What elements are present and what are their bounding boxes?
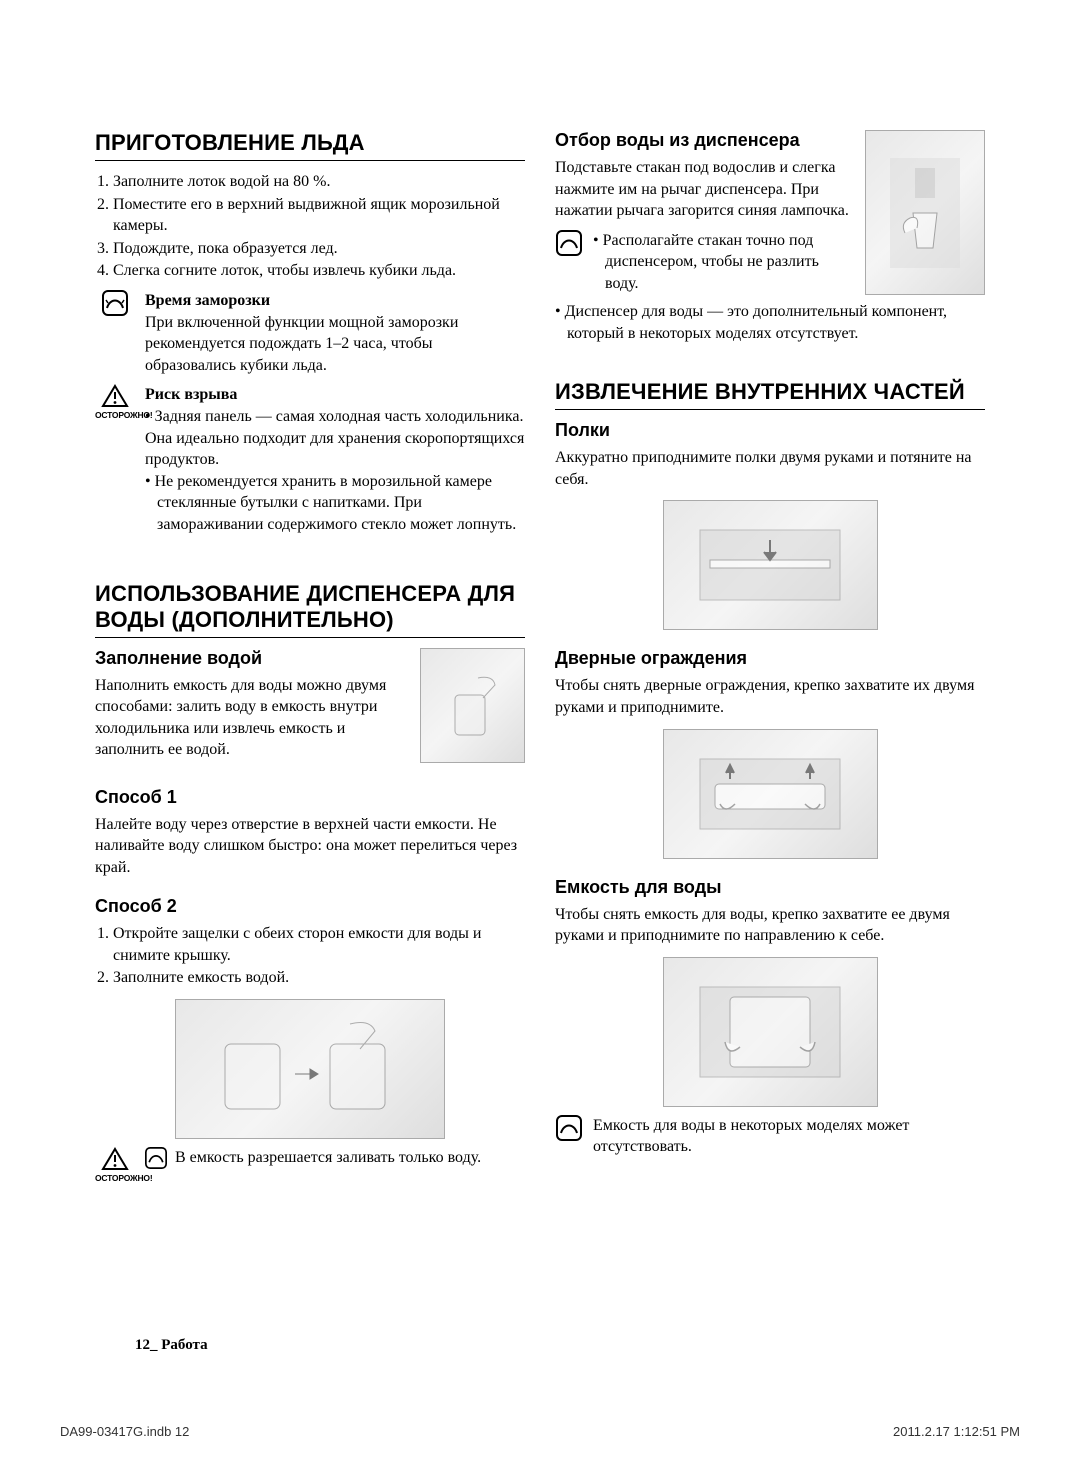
left-column: ПРИГОТОВЛЕНИЕ ЛЬДА Заполните лоток водой…	[95, 130, 525, 1183]
callout-body: В емкость разрешается заливать только во…	[145, 1147, 525, 1169]
callout-water-only: ОСТОРОЖНО! В емкость разрешается заливат…	[95, 1147, 525, 1183]
list-item: Подождите, пока образуется лед.	[113, 238, 525, 260]
divider	[555, 409, 985, 410]
callout-body: Риск взрыва Задняя панель — самая холодн…	[145, 384, 525, 535]
list-item: Поместите его в верхний выдвижной ящик м…	[113, 194, 525, 237]
note-icon	[95, 290, 135, 318]
list-item: Откройте защелки с обеих сторон емкости …	[113, 923, 525, 966]
illustration-door-guards	[663, 729, 878, 859]
warning-icon: ОСТОРОЖНО!	[95, 384, 135, 420]
callout-tank-optional: Емкость для воды в некоторых моделях мож…	[555, 1115, 985, 1158]
bullet: Не рекомендуется хранить в морозильной к…	[145, 471, 525, 536]
warning-label: ОСТОРОЖНО!	[95, 410, 135, 420]
heading-removal: ИЗВЛЕЧЕНИЕ ВНУТРЕННИХ ЧАСТЕЙ	[555, 379, 985, 405]
illustration-dispenser-cup	[865, 130, 985, 295]
warning-label: ОСТОРОЖНО!	[95, 1173, 135, 1183]
note-icon	[555, 230, 583, 258]
divider	[95, 160, 525, 161]
callout-heading: Риск взрыва	[145, 386, 237, 403]
list-item: Заполните лоток водой на 80 %.	[113, 171, 525, 193]
subheading-method-1: Способ 1	[95, 787, 525, 808]
callout-text: При включенной функции мощной заморозки …	[145, 314, 458, 374]
footer-meta: DA99-03417G.indb 12 2011.2.17 1:12:51 PM	[60, 1424, 1020, 1439]
footer-page-number: 12_ Работа	[135, 1337, 208, 1354]
warning-icon: ОСТОРОЖНО!	[95, 1147, 135, 1183]
method-1-body: Налейте воду через отверстие в верхней ч…	[95, 814, 525, 879]
callout-explosion-risk: ОСТОРОЖНО! Риск взрыва Задняя панель — с…	[95, 384, 525, 535]
footer-timestamp: 2011.2.17 1:12:51 PM	[893, 1424, 1020, 1439]
subheading-method-2: Способ 2	[95, 896, 525, 917]
callout-text: Она идеально подходит для хранения скоро…	[145, 430, 524, 469]
callout-freeze-time: Время заморозки При включенной функции м…	[95, 290, 525, 376]
page-columns: ПРИГОТОВЛЕНИЕ ЛЬДА Заполните лоток водой…	[95, 130, 985, 1183]
illustration-water-tank	[663, 957, 878, 1107]
door-guards-body: Чтобы снять дверные ограждения, крепко з…	[555, 675, 985, 718]
ice-steps-list: Заполните лоток водой на 80 %. Поместите…	[95, 171, 525, 282]
bullet: Располагайте стакан точно под диспенсеро…	[593, 230, 855, 295]
subheading-door-guards: Дверные ограждения	[555, 648, 985, 669]
page-label: Работа	[158, 1337, 208, 1353]
illustration-fill-tank	[175, 999, 445, 1139]
shelves-body: Аккуратно приподнимите полки двумя рукам…	[555, 447, 985, 490]
footer-file: DA99-03417G.indb 12	[60, 1424, 189, 1439]
callout-heading: Время заморозки	[145, 292, 270, 309]
callout-text: Емкость для воды в некоторых моделях мож…	[593, 1115, 985, 1158]
callout-text: В емкость разрешается заливать только во…	[175, 1149, 481, 1166]
callout-body: Время заморозки При включенной функции м…	[145, 290, 525, 376]
list-item: Заполните емкость водой.	[113, 967, 525, 989]
list-item: Слегка согните лоток, чтобы извлечь куби…	[113, 260, 525, 282]
illustration-shelves	[663, 500, 878, 630]
subheading-shelves: Полки	[555, 420, 985, 441]
method-2-steps: Откройте защелки с обеих сторон емкости …	[95, 923, 525, 989]
note-icon	[555, 1115, 583, 1143]
bullet: Диспенсер для воды — это дополнительный …	[555, 301, 985, 344]
heading-dispenser-use: ИСПОЛЬЗОВАНИЕ ДИСПЕНСЕРА ДЛЯ ВОДЫ (ДОПОЛ…	[95, 581, 525, 633]
callout-body: Располагайте стакан точно под диспенсеро…	[593, 230, 855, 295]
illustration-pour-jug	[420, 648, 525, 763]
bullet: Задняя панель — самая холодная часть хол…	[145, 406, 525, 428]
water-tank-body: Чтобы снять емкость для воды, крепко зах…	[555, 904, 985, 947]
heading-ice-making: ПРИГОТОВЛЕНИЕ ЛЬДА	[95, 130, 525, 156]
subheading-water-tank: Емкость для воды	[555, 877, 985, 898]
divider	[95, 637, 525, 638]
right-column: Отбор воды из диспенсера Подставьте стак…	[555, 130, 985, 1183]
page-number: 12_	[135, 1337, 158, 1353]
callout-cup-position: Располагайте стакан точно под диспенсеро…	[555, 230, 855, 295]
